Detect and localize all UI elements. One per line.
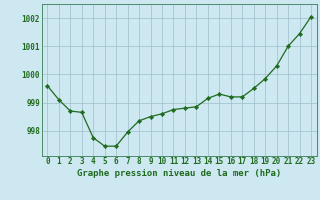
X-axis label: Graphe pression niveau de la mer (hPa): Graphe pression niveau de la mer (hPa) — [77, 169, 281, 178]
